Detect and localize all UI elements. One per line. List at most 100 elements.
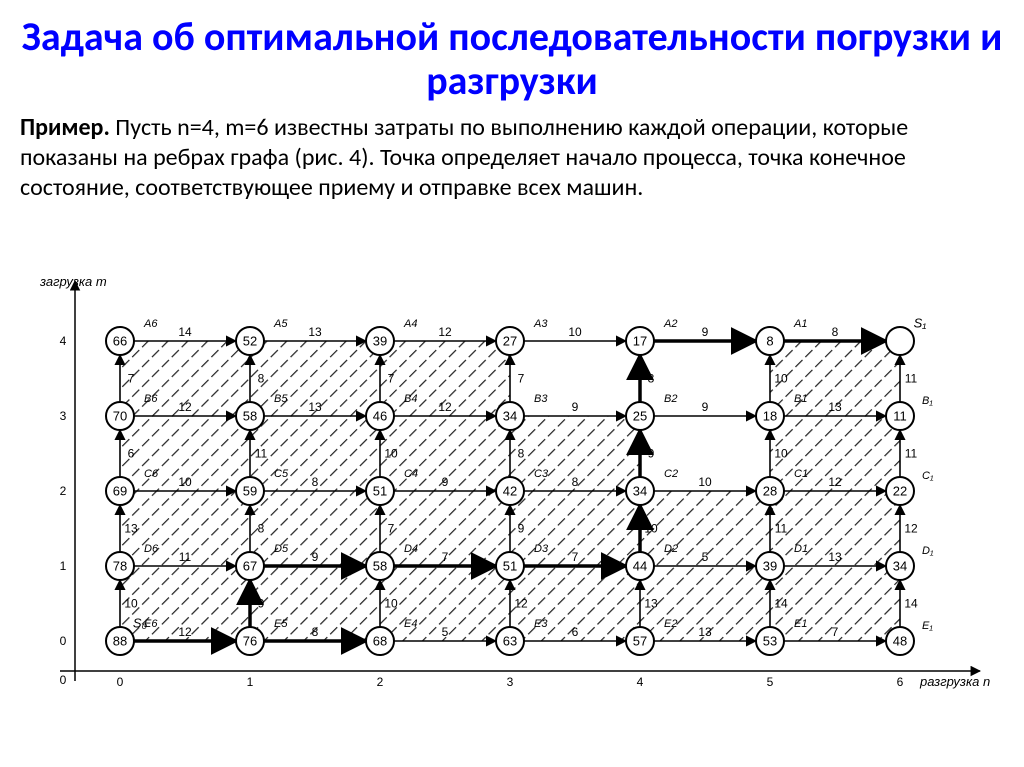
svg-text:6: 6 xyxy=(572,625,579,639)
svg-text:12: 12 xyxy=(438,325,452,339)
svg-text:13: 13 xyxy=(698,625,712,639)
svg-text:13: 13 xyxy=(828,550,842,564)
svg-text:10: 10 xyxy=(384,447,398,461)
svg-text:27: 27 xyxy=(503,334,517,349)
svg-text:1: 1 xyxy=(60,559,67,573)
svg-text:58: 58 xyxy=(373,559,387,574)
svg-text:9: 9 xyxy=(258,597,265,611)
svg-text:13: 13 xyxy=(828,400,842,414)
svg-text:9: 9 xyxy=(702,325,709,339)
svg-text:2: 2 xyxy=(377,675,384,689)
svg-text:13: 13 xyxy=(124,522,138,536)
slide-title: Задача об оптимальной последовательности… xyxy=(20,15,1004,103)
svg-text:8: 8 xyxy=(258,372,265,386)
svg-text:4: 4 xyxy=(637,675,644,689)
svg-text:D6: D6 xyxy=(144,543,159,555)
example-label: Пример. xyxy=(20,113,110,142)
svg-text:E4: E4 xyxy=(404,618,417,630)
svg-text:34: 34 xyxy=(893,559,907,574)
svg-text:B3: B3 xyxy=(534,393,548,405)
svg-text:8: 8 xyxy=(312,625,319,639)
svg-text:C4: C4 xyxy=(404,468,418,480)
svg-text:11: 11 xyxy=(893,409,907,424)
svg-text:5: 5 xyxy=(442,625,449,639)
svg-text:5: 5 xyxy=(702,550,709,564)
svg-text:C3: C3 xyxy=(534,468,549,480)
svg-text:A5: A5 xyxy=(273,318,288,330)
svg-text:7: 7 xyxy=(442,550,449,564)
svg-text:13: 13 xyxy=(644,597,658,611)
svg-text:B4: B4 xyxy=(404,393,417,405)
svg-text:7: 7 xyxy=(388,372,395,386)
svg-text:28: 28 xyxy=(763,484,777,499)
svg-text:39: 39 xyxy=(763,559,777,574)
svg-text:22: 22 xyxy=(893,484,907,499)
svg-text:46: 46 xyxy=(373,409,387,424)
svg-text:6: 6 xyxy=(897,675,904,689)
slide: Задача об оптимальной последовательности… xyxy=(0,0,1024,767)
svg-text:разгрузка n: разгрузка n xyxy=(919,674,990,689)
svg-text:A4: A4 xyxy=(403,318,417,330)
svg-text:B₁: B₁ xyxy=(922,395,933,407)
svg-text:B6: B6 xyxy=(144,393,158,405)
svg-text:11: 11 xyxy=(775,522,788,536)
svg-text:59: 59 xyxy=(243,484,257,499)
svg-text:8: 8 xyxy=(258,522,265,536)
svg-text:D4: D4 xyxy=(404,543,418,555)
svg-text:C₁: C₁ xyxy=(922,470,934,482)
svg-text:D3: D3 xyxy=(534,543,549,555)
svg-text:25: 25 xyxy=(633,409,647,424)
svg-text:8: 8 xyxy=(572,475,579,489)
svg-text:53: 53 xyxy=(763,634,777,649)
svg-text:7: 7 xyxy=(572,550,579,564)
svg-text:42: 42 xyxy=(503,484,517,499)
svg-text:12: 12 xyxy=(438,400,452,414)
svg-text:9: 9 xyxy=(312,550,319,564)
svg-text:C2: C2 xyxy=(664,468,678,480)
svg-text:66: 66 xyxy=(113,334,127,349)
svg-text:1: 1 xyxy=(247,675,254,689)
svg-text:загрузка m: загрузка m xyxy=(39,274,107,289)
svg-text:D1: D1 xyxy=(794,543,808,555)
svg-text:12: 12 xyxy=(514,597,528,611)
svg-text:11: 11 xyxy=(905,372,918,386)
svg-text:67: 67 xyxy=(243,559,257,574)
svg-text:63: 63 xyxy=(503,634,517,649)
svg-text:3: 3 xyxy=(507,675,514,689)
svg-text:5: 5 xyxy=(767,675,774,689)
example-paragraph: Пример. Пусть n=4, m=6 известны затраты … xyxy=(20,113,1004,203)
svg-text:78: 78 xyxy=(113,559,127,574)
svg-text:8: 8 xyxy=(766,334,773,349)
svg-text:8: 8 xyxy=(648,372,655,386)
svg-text:58: 58 xyxy=(243,409,257,424)
svg-text:10: 10 xyxy=(774,372,788,386)
svg-text:8: 8 xyxy=(518,447,525,461)
svg-text:4: 4 xyxy=(60,334,67,348)
svg-text:B2: B2 xyxy=(664,393,677,405)
svg-text:10: 10 xyxy=(568,325,582,339)
svg-text:11: 11 xyxy=(179,550,192,564)
svg-text:D5: D5 xyxy=(274,543,289,555)
svg-text:17: 17 xyxy=(633,334,647,349)
svg-text:3: 3 xyxy=(60,409,67,423)
svg-text:8: 8 xyxy=(832,325,839,339)
svg-text:10: 10 xyxy=(178,475,192,489)
svg-text:68: 68 xyxy=(373,634,387,649)
svg-text:A2: A2 xyxy=(663,318,677,330)
svg-text:7: 7 xyxy=(832,625,839,639)
svg-text:39: 39 xyxy=(373,334,387,349)
svg-text:D2: D2 xyxy=(664,543,678,555)
svg-text:0: 0 xyxy=(117,675,124,689)
svg-text:44: 44 xyxy=(633,559,647,574)
svg-text:12: 12 xyxy=(904,522,918,536)
svg-text:52: 52 xyxy=(243,334,257,349)
svg-text:11: 11 xyxy=(905,447,918,461)
svg-text:34: 34 xyxy=(633,484,647,499)
svg-text:9: 9 xyxy=(648,447,655,461)
svg-text:6: 6 xyxy=(128,447,135,461)
svg-text:12: 12 xyxy=(178,400,192,414)
svg-text:E3: E3 xyxy=(534,618,548,630)
svg-text:88: 88 xyxy=(113,634,127,649)
svg-text:10: 10 xyxy=(124,597,138,611)
svg-text:34: 34 xyxy=(503,409,517,424)
